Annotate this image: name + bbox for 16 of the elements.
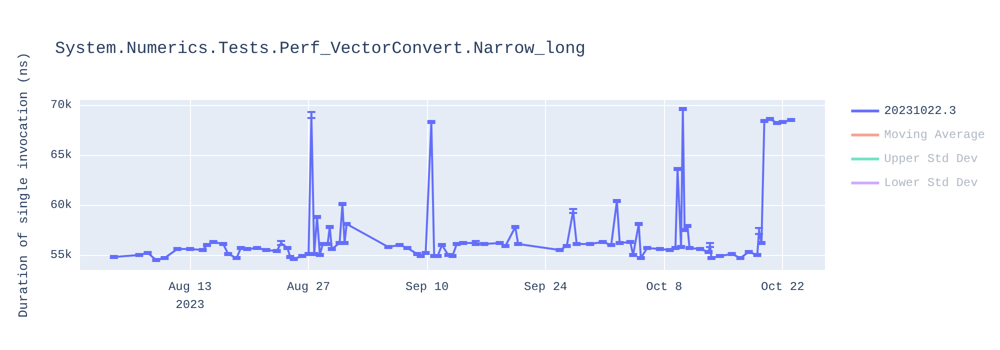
- x-tick-label: Aug 27: [286, 280, 330, 294]
- y-tick-label: 70k: [50, 98, 72, 112]
- y-tick-label: 65k: [50, 148, 72, 162]
- y-tick-label: 60k: [50, 198, 72, 212]
- legend-label: Lower Std Dev: [884, 176, 978, 190]
- y-tick-label: 55k: [50, 248, 72, 262]
- y-axis-title: Duration of single invocation (ns): [16, 52, 31, 318]
- x-tick-label: Oct 22: [761, 280, 804, 294]
- chart-title: System.Numerics.Tests.Perf_VectorConvert.Narrow_long: [55, 40, 586, 59]
- legend-label: Upper Std Dev: [884, 152, 978, 166]
- legend-label: 20231022.3: [884, 104, 956, 118]
- x-tick-label: Sep 10: [405, 280, 449, 294]
- x-tick-label: Aug 13 2023: [168, 280, 212, 312]
- legend-label: Moving Average: [884, 128, 986, 142]
- x-tick-label: Sep 24: [524, 280, 568, 294]
- x-tick-label: Oct 8: [646, 280, 682, 294]
